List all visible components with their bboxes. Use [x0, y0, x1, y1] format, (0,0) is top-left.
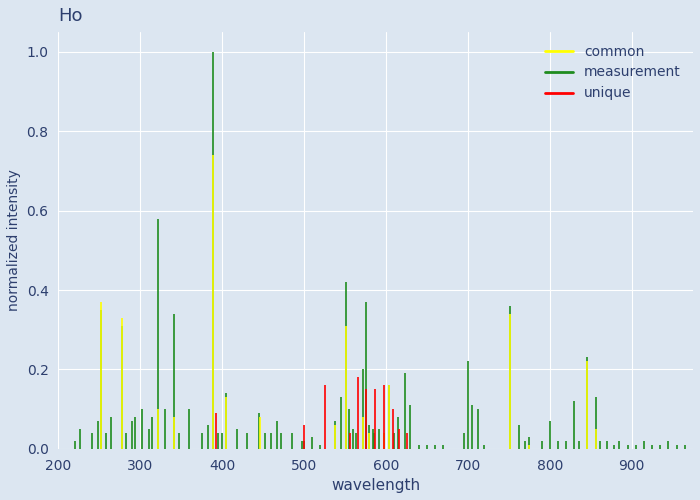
- Y-axis label: normalized intensity: normalized intensity: [7, 170, 21, 312]
- Legend: common, measurement, unique: common, measurement, unique: [540, 39, 686, 106]
- X-axis label: wavelength: wavelength: [331, 478, 420, 493]
- Text: Ho: Ho: [58, 7, 83, 25]
